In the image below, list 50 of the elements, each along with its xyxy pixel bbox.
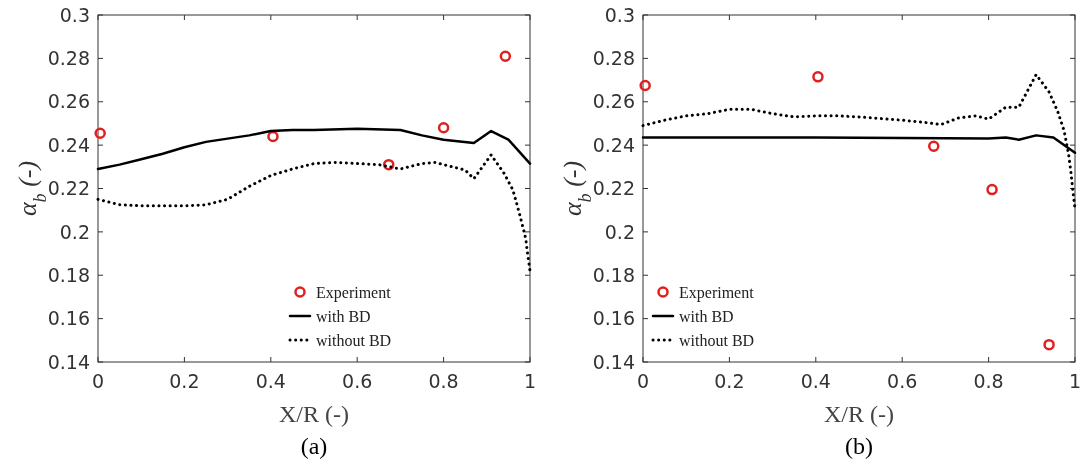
y-tick-label: 0.14 (47, 350, 90, 373)
y-tick-label: 0.18 (47, 263, 90, 286)
point (639, 79, 651, 92)
y-tick-label: 0.24 (592, 133, 635, 156)
legend-label: with BD (316, 307, 371, 325)
text: (b) (845, 433, 873, 459)
y-tick-label: 0.24 (47, 133, 90, 156)
y-tick-label: 0.26 (592, 90, 635, 113)
x-tick-label: 0.2 (714, 370, 745, 392)
point (94, 127, 106, 139)
y-tick-label: 0.28 (592, 47, 635, 70)
y-tick-label: 0.3 (59, 3, 90, 26)
point (1043, 338, 1055, 351)
y-tick-label: 0.2 (604, 220, 635, 243)
y-tick-label: 0.18 (592, 263, 635, 286)
y-tick-label: 0.28 (47, 47, 90, 70)
y-tick-label: 0.14 (592, 350, 635, 373)
legend-label: without BD (679, 331, 755, 349)
point (986, 183, 998, 196)
x-tick-label: 0.4 (800, 370, 831, 392)
x-tick-label: 0.6 (342, 370, 373, 392)
y-tick-label: 0.2 (59, 220, 90, 243)
x-axis-title: X/R (-) (824, 401, 894, 427)
x-tick-label: 0.8 (428, 370, 459, 392)
legend-label: without BD (316, 331, 392, 349)
line-series (96, 127, 532, 171)
y-tick-label: 0.22 (592, 177, 635, 200)
legend-label: Experiment (679, 283, 755, 302)
x-tick-label: 0.6 (887, 370, 918, 392)
x-tick-label: 1 (523, 370, 537, 392)
point (437, 122, 450, 134)
line-series (96, 153, 532, 273)
y-tick-label: 0.16 (47, 307, 90, 330)
legend-label: with BD (679, 307, 734, 325)
x-tick-label: 0.2 (169, 370, 200, 392)
y-tick-label: 0.16 (592, 307, 635, 330)
x-tick-label: 0.4 (255, 370, 286, 392)
point (927, 140, 940, 152)
legend-label: Experiment (316, 283, 392, 302)
point (499, 50, 512, 62)
x-tick-label: 1 (1068, 370, 1082, 392)
y-tick-label: 0.22 (47, 177, 90, 200)
point (812, 71, 824, 83)
x-tick-label: 0 (91, 370, 105, 392)
x-axis-title: X/R (-) (279, 401, 349, 427)
x-tick-label: 0 (636, 370, 650, 392)
text: (a) (300, 433, 328, 459)
x-tick-label: 0.8 (973, 370, 1004, 392)
y-tick-label: 0.3 (604, 3, 635, 26)
y-tick-label: 0.26 (47, 90, 90, 113)
